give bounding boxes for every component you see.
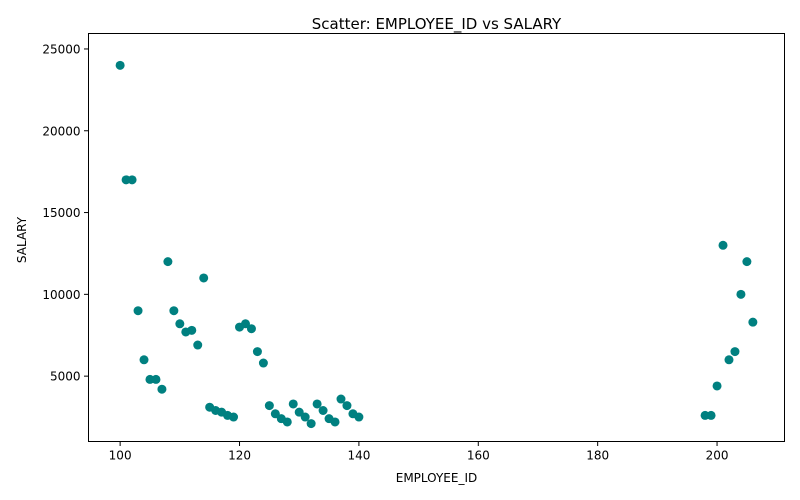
y-axis: 5000 10000 15000 20000 25000 bbox=[42, 42, 89, 384]
plot-area bbox=[88, 33, 785, 442]
x-tick-label: 120 bbox=[228, 449, 251, 463]
data-point bbox=[706, 410, 716, 420]
data-point bbox=[342, 401, 352, 411]
x-axis: 100 120 140 160 180 200 bbox=[109, 441, 729, 463]
data-point bbox=[133, 306, 143, 316]
data-point bbox=[318, 405, 328, 415]
x-tick-label: 140 bbox=[347, 449, 370, 463]
data-point bbox=[742, 257, 752, 267]
y-tick-label: 10000 bbox=[42, 288, 80, 302]
data-point bbox=[187, 325, 197, 335]
data-point bbox=[288, 399, 298, 409]
data-point bbox=[270, 409, 280, 419]
data-point bbox=[724, 355, 734, 365]
data-point bbox=[264, 401, 274, 411]
y-tick-label: 25000 bbox=[42, 42, 80, 56]
data-point bbox=[115, 60, 125, 70]
y-tick-label: 5000 bbox=[50, 370, 81, 384]
data-point bbox=[730, 347, 740, 357]
y-tick-label: 20000 bbox=[42, 124, 80, 138]
data-point bbox=[199, 273, 209, 283]
y-axis-label: SALARY bbox=[15, 216, 29, 263]
data-point bbox=[151, 374, 161, 384]
x-tick-label: 180 bbox=[586, 449, 609, 463]
data-point bbox=[157, 384, 167, 394]
data-point bbox=[139, 355, 149, 365]
data-point bbox=[748, 317, 758, 327]
data-point bbox=[258, 358, 268, 368]
data-point bbox=[300, 412, 310, 422]
data-point bbox=[330, 417, 340, 427]
y-tick-label: 15000 bbox=[42, 206, 80, 220]
data-point bbox=[306, 419, 316, 429]
data-point bbox=[718, 240, 728, 250]
data-points bbox=[115, 60, 758, 429]
data-point bbox=[169, 306, 179, 316]
x-tick-label: 160 bbox=[467, 449, 490, 463]
data-point bbox=[127, 175, 137, 185]
x-tick-label: 200 bbox=[706, 449, 729, 463]
x-axis-label: EMPLOYEE_ID bbox=[396, 471, 478, 485]
data-point bbox=[193, 340, 203, 350]
data-point bbox=[282, 417, 292, 427]
data-point bbox=[336, 394, 346, 404]
data-point bbox=[163, 257, 173, 267]
data-point bbox=[712, 381, 722, 391]
chart-title: Scatter: EMPLOYEE_ID vs SALARY bbox=[312, 15, 562, 34]
data-point bbox=[240, 319, 250, 329]
data-point bbox=[246, 324, 256, 334]
data-point bbox=[354, 412, 364, 422]
x-tick-label: 100 bbox=[109, 449, 132, 463]
data-point bbox=[736, 289, 746, 299]
data-point bbox=[175, 319, 185, 329]
data-point bbox=[229, 412, 239, 422]
data-point bbox=[252, 347, 262, 357]
data-point bbox=[312, 399, 322, 409]
data-point bbox=[294, 407, 304, 417]
